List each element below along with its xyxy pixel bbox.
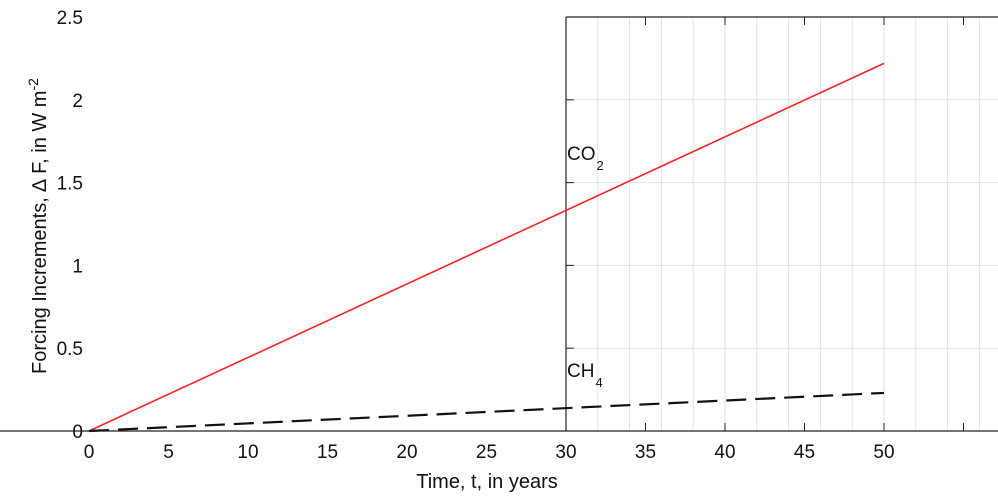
y-tick-label-0.5: 0.5 bbox=[57, 339, 83, 360]
series-line-ch4 bbox=[88, 391, 885, 433]
y-tick-labels: 0 0.5 1 1.5 2 2.5 bbox=[57, 8, 83, 443]
y-axis-label: Forcing Increments, ∆ F, in W m-2 bbox=[25, 78, 51, 374]
x-tick-label-20: 20 bbox=[396, 442, 417, 463]
y-tick-label-0: 0 bbox=[72, 422, 83, 443]
grid-lines bbox=[566, 17, 998, 431]
y-axis-label-main: Forcing Increments, ∆ F, in W m bbox=[29, 91, 51, 374]
x-tick-label-50: 50 bbox=[873, 442, 894, 463]
annotation-ch4-text: CH bbox=[567, 361, 594, 382]
x-tick-label-15: 15 bbox=[317, 442, 338, 463]
series-line-co2 bbox=[88, 62, 885, 432]
annotation-co2-subscript: 2 bbox=[597, 158, 604, 173]
annotation-co2-text: CO bbox=[567, 144, 596, 165]
y-tick-label-1: 1 bbox=[72, 256, 83, 277]
x-tick-label-10: 10 bbox=[237, 442, 258, 463]
x-axis-label: Time, t, in years bbox=[416, 471, 558, 493]
x-tick-label-5: 5 bbox=[163, 442, 174, 463]
axes-frame bbox=[0, 16, 998, 432]
y-tick-label-1.5: 1.5 bbox=[57, 174, 83, 195]
annotation-ch4-subscript: 4 bbox=[595, 375, 602, 390]
y-axis-label-exponent: -2 bbox=[25, 78, 41, 91]
x-tick-label-45: 45 bbox=[794, 442, 815, 463]
x-tick-label-25: 25 bbox=[476, 442, 497, 463]
x-tick-labels: 0 5 10 15 20 25 30 35 40 45 50 bbox=[84, 442, 895, 463]
annotation-ch4: CH4 bbox=[567, 361, 603, 390]
x-tick-label-30: 30 bbox=[555, 442, 576, 463]
x-tick-label-40: 40 bbox=[714, 442, 735, 463]
y-tick-label-2: 2 bbox=[72, 91, 83, 112]
annotation-co2: CO2 bbox=[567, 144, 604, 173]
x-tick-label-35: 35 bbox=[635, 442, 656, 463]
y-tick-label-2.5: 2.5 bbox=[57, 8, 83, 29]
x-tick-label-0: 0 bbox=[84, 442, 95, 463]
series-lines bbox=[88, 62, 885, 433]
